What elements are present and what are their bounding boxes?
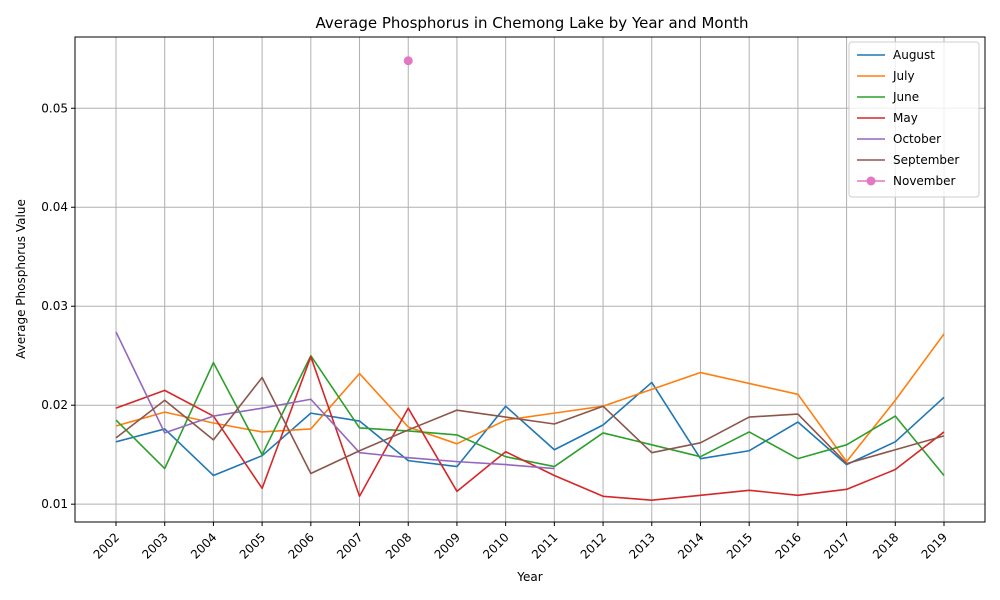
series-line-october bbox=[115, 331, 555, 470]
y-tick-label: 0.04 bbox=[41, 200, 68, 214]
series-october bbox=[115, 331, 555, 470]
legend-label: July bbox=[892, 69, 915, 83]
series-line-september bbox=[115, 376, 945, 475]
series-line-august bbox=[115, 381, 945, 477]
plot-frame bbox=[74, 36, 986, 523]
legend-label: August bbox=[893, 48, 935, 62]
chart-title: Average Phosphorus in Chemong Lake by Ye… bbox=[315, 14, 748, 32]
legend-label: June bbox=[892, 90, 919, 104]
series-line-may bbox=[115, 355, 945, 502]
series-layer bbox=[115, 56, 945, 502]
series-line-july bbox=[115, 333, 945, 463]
series-may bbox=[115, 355, 945, 502]
legend-label: May bbox=[893, 111, 918, 125]
series-june bbox=[115, 354, 945, 476]
y-tick-label: 0.03 bbox=[41, 299, 68, 313]
legend-label: September bbox=[893, 153, 959, 167]
legend: August July June May October September Novembe… bbox=[848, 41, 980, 198]
legend-box bbox=[848, 41, 980, 198]
legend-label: October bbox=[893, 132, 941, 146]
legend-item-september: September bbox=[857, 153, 959, 167]
legend-item-july: July bbox=[857, 69, 915, 83]
series-line-june bbox=[115, 354, 945, 476]
y-axis: 0.01 0.02 0.03 0.04 0.05 bbox=[41, 101, 75, 511]
series-july bbox=[115, 333, 945, 463]
legend-item-october: October bbox=[857, 132, 941, 146]
y-tick-label: 0.02 bbox=[41, 398, 68, 412]
y-tick-label: 0.01 bbox=[41, 497, 68, 511]
series-november bbox=[403, 56, 413, 66]
legend-label: November bbox=[893, 174, 955, 188]
legend-item-june: June bbox=[857, 90, 919, 104]
series-august bbox=[115, 381, 945, 477]
grid bbox=[75, 37, 985, 522]
legend-marker bbox=[866, 176, 876, 186]
y-tick-label: 0.05 bbox=[41, 101, 68, 115]
legend-item-august: August bbox=[857, 48, 935, 62]
x-axis-title: Year bbox=[516, 570, 542, 584]
legend-item-november: November bbox=[857, 174, 955, 188]
legend-item-may: May bbox=[857, 111, 918, 125]
y-axis-title: Average Phosphorus Value bbox=[14, 199, 28, 359]
series-september bbox=[115, 376, 945, 475]
data-point-november bbox=[403, 56, 413, 66]
